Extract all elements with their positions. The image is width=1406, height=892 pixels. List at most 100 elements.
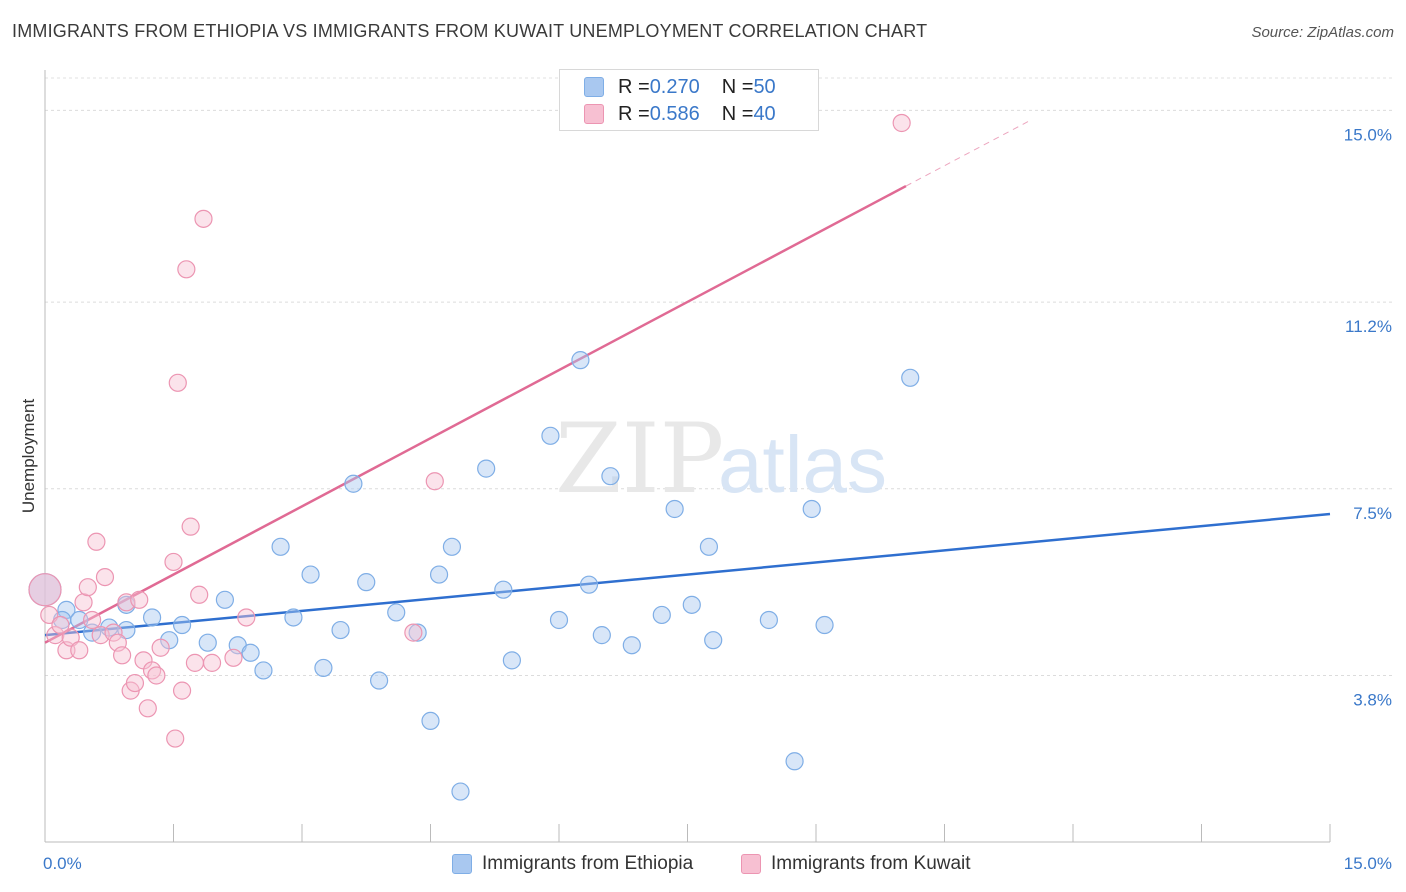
ethiopia-point: [451, 782, 470, 801]
kuwait-point: [425, 472, 444, 491]
ethiopia-point: [682, 595, 701, 614]
ethiopia-point: [802, 499, 821, 519]
kuwait-point: [51, 615, 70, 635]
ethiopia-point: [541, 426, 560, 445]
kuwait-point: [166, 729, 185, 748]
kuwait-point: [46, 626, 65, 645]
kuwait-point: [138, 699, 157, 718]
ethiopia-point: [477, 459, 496, 478]
legend-r-label: R =: [618, 75, 650, 98]
kuwait-point: [151, 638, 170, 657]
ethiopia-point: [344, 474, 363, 493]
axes: [44, 70, 1331, 843]
ethiopia-point: [314, 658, 333, 678]
ethiopia-point: [704, 631, 723, 650]
kuwait-point: [83, 610, 102, 630]
kuwait-point: [224, 648, 243, 667]
kuwait-point: [104, 623, 123, 642]
legend-row-kuwait: R = 0.586 N = 40: [584, 102, 776, 126]
ethiopia-point: [215, 590, 234, 609]
ethiopia-point: [815, 615, 834, 635]
ethiopia-point: [592, 626, 611, 645]
kuwait-point: [237, 608, 256, 627]
ethiopia-point: [579, 575, 599, 594]
ethiopia-point: [142, 608, 162, 627]
legend-row-ethiopia: R = 0.270 N = 50: [584, 75, 776, 99]
trendline-extension: [905, 120, 1031, 187]
ethiopia-point: [785, 752, 804, 771]
kuwait-point: [130, 590, 149, 609]
kuwait-point: [147, 666, 166, 685]
bottom-legend-ethiopia: Immigrants from Ethiopia: [452, 852, 693, 876]
kuwait-point: [185, 653, 205, 672]
data-points: [28, 113, 920, 801]
legend-swatch-ethiopia: [584, 77, 604, 97]
x-tick-label-min: 0.0%: [43, 854, 82, 873]
ethiopia-point: [198, 633, 217, 652]
ethiopia-point: [601, 467, 620, 486]
y-tick-label: 15.0%: [1344, 125, 1392, 144]
ethiopia-point: [442, 537, 462, 556]
kuwait-point: [190, 585, 209, 604]
ethiopia-point: [241, 643, 260, 662]
ethiopia-point: [665, 499, 684, 519]
legend-swatch-kuwait: [584, 104, 604, 124]
ethiopia-point: [172, 615, 192, 635]
watermark: ZIP atlas: [555, 403, 887, 515]
bottom-legend-kuwait: Immigrants from Kuwait: [741, 852, 971, 876]
kuwait-point: [28, 573, 62, 607]
y-tick-label: 3.8%: [1353, 690, 1392, 709]
source-label: Source: ZipAtlas.com: [1251, 24, 1394, 41]
kuwait-point: [202, 653, 222, 672]
tick-labels: 3.8% 7.5% 11.2% 15.0% 0.0% 15.0%: [43, 125, 1392, 873]
y-tick-label: 11.2%: [1345, 317, 1392, 336]
ethiopia-point: [331, 620, 350, 640]
ethiopia-point: [421, 711, 440, 731]
kuwait-point: [168, 373, 187, 392]
legend-r-value: 0.270: [649, 75, 700, 98]
ethiopia-point: [301, 565, 320, 584]
chart-title: IMMIGRANTS FROM ETHIOPIA VS IMMIGRANTS F…: [12, 21, 928, 41]
ethiopia-point: [494, 580, 513, 599]
ethiopia-point: [370, 671, 389, 690]
ethiopia-point: [901, 368, 920, 387]
y-tick-label: 7.5%: [1353, 504, 1392, 523]
kuwait-point: [61, 628, 80, 647]
kuwait-point: [95, 567, 115, 587]
legend-r-label: R =: [618, 102, 650, 125]
kuwait-point: [177, 260, 196, 279]
kuwait-point: [125, 673, 145, 693]
legend-n-value: 40: [753, 102, 776, 125]
bottom-legend-swatch-kuwait: [741, 854, 761, 874]
ethiopia-point: [502, 651, 521, 670]
kuwait-point: [172, 681, 192, 700]
kuwait-point: [74, 593, 93, 612]
ethiopia-point: [549, 610, 569, 630]
bottom-legend-label: Immigrants from Ethiopia: [482, 853, 694, 874]
watermark-atlas: atlas: [718, 420, 887, 509]
kuwait-point: [181, 517, 200, 536]
ethiopia-point: [652, 605, 671, 625]
ethiopia-point: [254, 661, 273, 680]
kuwait-point: [164, 552, 183, 572]
trendlines: [44, 120, 1331, 644]
kuwait-point: [70, 641, 89, 660]
ethiopia-point: [387, 603, 406, 622]
kuwait-point: [87, 532, 106, 551]
legend-n-label: N =: [721, 75, 754, 98]
legend-r-value: 0.586: [649, 102, 700, 125]
trendline: [44, 512, 1331, 637]
x-tick-label-max: 15.0%: [1344, 854, 1392, 873]
ethiopia-point: [271, 537, 290, 556]
ethiopia-point: [429, 565, 449, 584]
ethiopia-point: [408, 623, 427, 642]
kuwait-point: [78, 578, 97, 597]
ethiopia-point: [622, 636, 641, 655]
y-axis-label: Unemployment: [19, 399, 38, 514]
trendline: [44, 184, 907, 644]
ethiopia-point: [284, 608, 303, 627]
ethiopia-point: [759, 610, 778, 630]
ethiopia-point: [571, 351, 590, 370]
gridlines: [45, 77, 1392, 676]
